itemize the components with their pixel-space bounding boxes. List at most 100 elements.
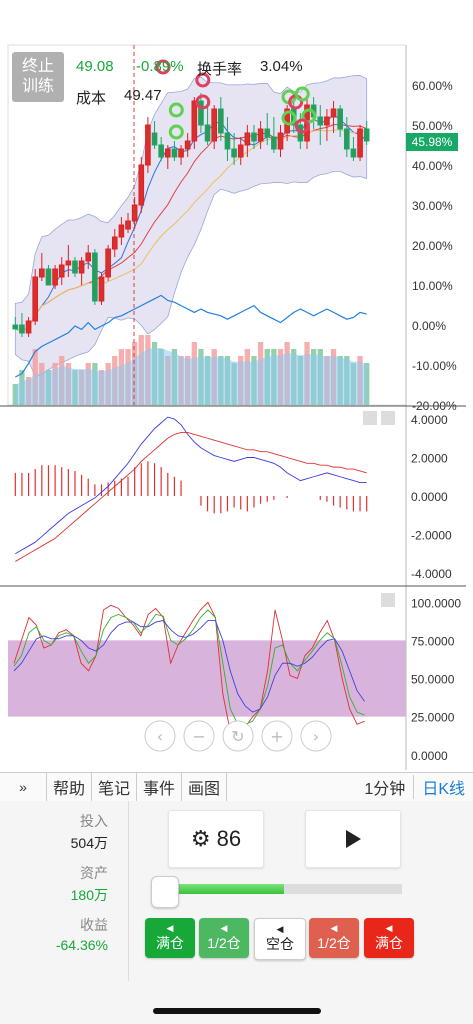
trade-marker: [168, 102, 184, 118]
chart-area[interactable]: 60.00% 50.00% 40.00% 30.00% 20.00% 10.00% 0.00…: [0, 0, 473, 772]
current-value-tag: 45.98%: [406, 133, 458, 151]
candle-body: [171, 148, 178, 158]
nav-control-icon[interactable]: [144, 720, 176, 752]
candle-body: [98, 276, 105, 302]
candle-body: [164, 148, 171, 158]
turnover-value: 3.04%: [260, 58, 303, 75]
candle-body: [237, 144, 244, 158]
trade-button[interactable]: ◀ 满仓: [145, 918, 195, 958]
kdj-line: [13, 620, 365, 713]
candle-body: [357, 128, 363, 158]
trade-button-label: 满仓: [156, 935, 184, 951]
candle-body: [231, 148, 237, 158]
collapse-panel-icon: [381, 411, 395, 425]
trade-button-label: 空仓: [266, 936, 294, 952]
candle-body: [191, 100, 198, 142]
draw-tab[interactable]: 画图: [182, 773, 228, 801]
candle-body: [39, 268, 45, 278]
macd-tick-label: -2.0000: [411, 529, 452, 543]
candle-body: [12, 324, 19, 330]
macd-tick-label: 4.0000: [411, 413, 448, 427]
period-daily[interactable]: 日K线: [422, 781, 465, 798]
candle-body: [92, 252, 98, 302]
asset-stat: 资产 180万: [71, 863, 108, 905]
help-tab[interactable]: 帮助: [47, 773, 93, 801]
collapse-icon[interactable]: »: [0, 773, 47, 801]
kdj-tick-label: 25.0000: [411, 711, 455, 725]
macd-line: [15, 432, 367, 562]
nav-control-icon[interactable]: [222, 720, 254, 752]
macd-tick-label: 0.0000: [411, 490, 448, 504]
bottom-toolbar: » 帮助 笔记 事件 画图 1分钟 日K线: [0, 772, 473, 802]
trade-marker: [195, 94, 211, 110]
main-tick-label: 60.00%: [412, 79, 453, 93]
macd-panel[interactable]: 4.0000 2.0000 0.0000 -2.0000 -4.0000: [14, 411, 452, 581]
main-tick-label: -10.00%: [412, 359, 457, 373]
trade-marker: [301, 108, 317, 124]
end-training-button[interactable]: 终止 训练: [12, 52, 64, 102]
profit-value: -64.36%: [55, 937, 108, 953]
period-1min[interactable]: 1分钟: [356, 775, 415, 799]
events-tab[interactable]: 事件: [137, 773, 183, 801]
invest-label: 投入: [80, 813, 108, 829]
main-tick-label: 10.00%: [412, 279, 453, 293]
trade-button-label: 1/2仓: [207, 935, 241, 951]
invest-stat: 投入 504万: [71, 811, 108, 853]
candle-body: [138, 164, 145, 206]
candle-body: [151, 132, 158, 146]
home-indicator: [153, 1008, 321, 1014]
candle-body: [330, 108, 337, 118]
nav-control-glyph: ‹: [157, 727, 163, 746]
candle-body: [118, 224, 125, 238]
kdj-tick-label: 0.0000: [411, 749, 448, 763]
speed-button[interactable]: ⚙ 86: [168, 810, 264, 868]
main-kline-panel[interactable]: 60.00% 50.00% 40.00% 30.00% 20.00% 10.00% 0.00…: [7, 44, 457, 413]
candle-body: [111, 236, 118, 250]
expand-icon: [381, 593, 395, 607]
nav-control-icon[interactable]: [300, 720, 332, 752]
speed-slider-thumb[interactable]: [151, 876, 179, 908]
candle-body: [72, 260, 78, 274]
nav-control-icon[interactable]: [261, 720, 293, 752]
candle-body: [317, 116, 324, 126]
main-tick-label: 40.00%: [412, 159, 453, 173]
candle-body: [131, 204, 138, 222]
trade-button[interactable]: ◀ 1/2仓: [199, 918, 249, 958]
gear-icon: ⚙: [190, 826, 211, 851]
profit-label: 收益: [80, 917, 108, 933]
kdj-panel[interactable]: 100.0000 75.0000 50.0000 25.0000 0.0000 ‹ − ↻ + ›: [8, 593, 461, 763]
kdj-line: [13, 609, 365, 725]
candle-body: [25, 320, 32, 334]
nav-control-glyph: +: [270, 727, 283, 746]
candle-body: [211, 108, 218, 142]
candle-body: [65, 260, 72, 266]
candle-body: [224, 132, 231, 150]
candle-body: [264, 128, 271, 138]
kdj-zone: [8, 640, 406, 717]
speed-slider-track[interactable]: [165, 884, 402, 894]
candle-body: [350, 148, 357, 158]
trade-button[interactable]: ◀ 1/2仓: [309, 918, 359, 958]
trade-button[interactable]: ◀ 空仓: [254, 918, 306, 960]
main-tick-label: 20.00%: [412, 239, 453, 253]
asset-value: 180万: [70, 887, 108, 903]
speed-slider-fill: [165, 884, 284, 894]
main-tick-label: 0.00%: [412, 319, 446, 333]
candle-body: [251, 132, 257, 142]
candle-body: [58, 264, 65, 278]
candle-body: [324, 116, 330, 126]
kdj-tick-label: 75.0000: [411, 634, 455, 648]
profit-stat: 收益 -64.36%: [56, 915, 108, 953]
nav-control-icon[interactable]: [183, 720, 215, 752]
speed-value: 86: [216, 826, 242, 851]
macd-tick-label: -4.0000: [411, 567, 452, 581]
candle-body: [198, 100, 204, 126]
trade-button[interactable]: ◀ 满仓: [364, 918, 414, 958]
candle-body: [32, 276, 39, 322]
arrow-left-icon: ◀: [385, 923, 393, 933]
play-button[interactable]: [305, 810, 401, 868]
macd-line: [15, 416, 367, 555]
notes-tab[interactable]: 笔记: [92, 773, 138, 801]
trade-marker: [195, 72, 211, 88]
candle-body: [257, 128, 264, 142]
